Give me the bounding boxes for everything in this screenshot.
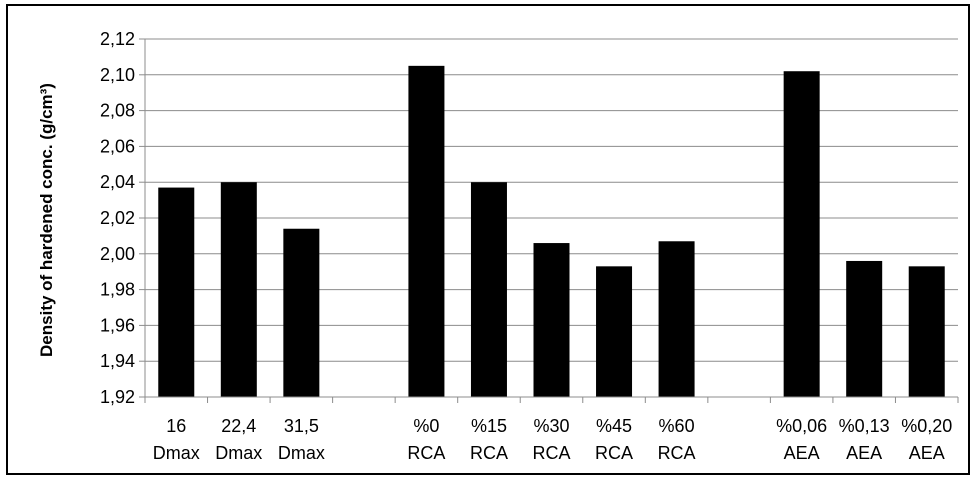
x-category-sublabel: AEA [784, 443, 820, 463]
x-category-label: 31,5 [284, 416, 319, 436]
x-category-label: %0,06 [776, 416, 827, 436]
bar [658, 241, 695, 397]
x-category-label: 16 [166, 416, 186, 436]
x-category-label: %0,13 [839, 416, 890, 436]
x-category-sublabel: RCA [470, 443, 508, 463]
x-category-sublabel: RCA [595, 443, 633, 463]
axes [139, 38, 959, 403]
bar [846, 260, 883, 397]
bar [596, 266, 633, 397]
x-category-label: %45 [596, 416, 632, 436]
x-category-labels: 16 Dmax 22,4 Dmax 31,5 Dmax %0 RCA %15 RCA %30 RCA%… [153, 416, 952, 463]
bar [533, 243, 570, 397]
y-tick-label: 1,98 [100, 280, 135, 300]
bar [908, 266, 945, 397]
x-category-sublabel: RCA [407, 443, 445, 463]
y-tick-label: 2,12 [100, 29, 135, 49]
x-category-sublabel: RCA [532, 443, 570, 463]
x-category-sublabel: Dmax [153, 443, 200, 463]
y-tick-label: 2,10 [100, 65, 135, 85]
x-category-label: %60 [659, 416, 695, 436]
bar [283, 228, 320, 397]
x-category-label: %15 [471, 416, 507, 436]
bar [158, 187, 195, 397]
y-tick-label: 2,00 [100, 244, 135, 264]
y-axis-title: Density of hardened conc. (g/cm³) [37, 83, 56, 357]
y-tick-label: 1,92 [100, 387, 135, 407]
x-category-label: %30 [533, 416, 569, 436]
y-tick-label: 1,96 [100, 315, 135, 335]
bars [158, 65, 945, 397]
y-tick-label: 1,94 [100, 351, 135, 371]
x-category-label: %0 [413, 416, 439, 436]
y-tick-label: 2,08 [100, 101, 135, 121]
y-tick-label: 2,02 [100, 208, 135, 228]
x-category-sublabel: RCA [658, 443, 696, 463]
gridlines [145, 38, 958, 362]
x-category-sublabel: Dmax [278, 443, 325, 463]
x-category-sublabel: AEA [846, 443, 882, 463]
y-tick-label: 2,06 [100, 136, 135, 156]
x-category-label: %0,20 [901, 416, 952, 436]
x-category-sublabel: AEA [909, 443, 945, 463]
bar [470, 182, 507, 397]
bar [783, 71, 820, 397]
x-category-label: 22,4 [221, 416, 256, 436]
bar [220, 182, 257, 397]
bar [408, 65, 445, 397]
y-tick-label: 2,04 [100, 172, 135, 192]
x-category-sublabel: Dmax [215, 443, 262, 463]
y-tick-labels: 1,92 1,94 1,96 1,98 2,00 2,02 2,04 2,06 2,08 2,10… [100, 29, 135, 407]
